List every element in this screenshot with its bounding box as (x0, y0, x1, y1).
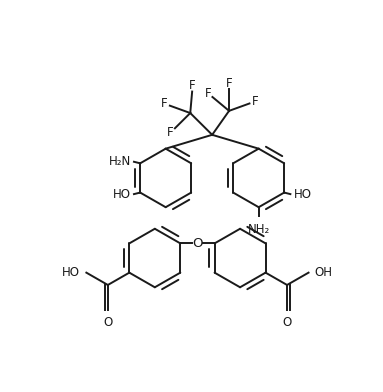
Text: F: F (226, 76, 232, 90)
Text: HO: HO (62, 266, 80, 279)
Text: F: F (205, 87, 211, 100)
Text: F: F (189, 79, 196, 92)
Text: O: O (103, 316, 113, 329)
Text: O: O (282, 316, 292, 329)
Text: F: F (167, 126, 174, 139)
Text: O: O (192, 237, 203, 250)
Text: H₂N: H₂N (109, 155, 131, 168)
Text: HO: HO (113, 188, 131, 201)
Text: HO: HO (293, 188, 311, 201)
Text: F: F (161, 97, 167, 110)
Text: NH₂: NH₂ (247, 223, 270, 236)
Text: OH: OH (315, 266, 333, 279)
Text: F: F (252, 95, 259, 108)
